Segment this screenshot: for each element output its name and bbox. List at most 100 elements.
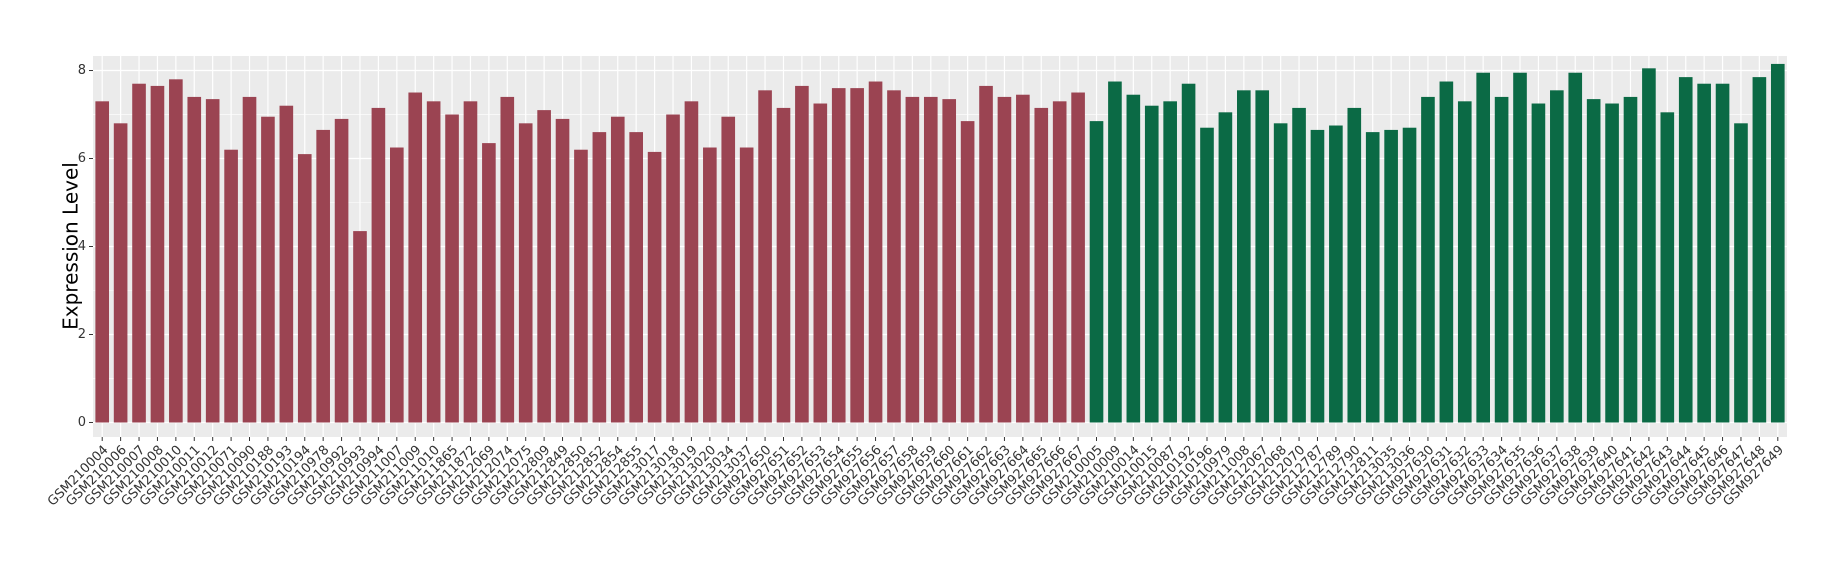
bar [1623,96,1638,423]
y-tick-label: 6 [78,151,86,166]
bar [1439,81,1454,423]
bar [1476,72,1490,423]
bar [1586,99,1601,423]
bar [1494,96,1509,423]
bar [592,132,607,423]
bar [205,99,220,423]
bar [960,121,975,423]
bar [1016,94,1030,423]
bar [1642,68,1656,423]
bar [187,96,202,423]
bar [831,88,846,423]
bar [1347,107,1362,423]
bar [1605,103,1619,423]
bar [979,85,993,423]
bar [1292,107,1306,423]
bar [1273,123,1288,423]
bar [905,96,920,423]
bar [1384,129,1398,423]
bar [868,81,883,423]
bar [1310,129,1325,423]
bar [390,147,404,423]
bar [1568,72,1583,423]
bar [1181,83,1196,423]
y-tick-label: 8 [78,63,86,78]
bar [297,154,312,423]
bar [555,118,570,423]
bar [1052,101,1067,423]
bar [150,85,165,423]
bar [1715,83,1730,423]
bar [1108,81,1122,423]
bar [1660,112,1675,423]
bar [1089,121,1104,423]
bar [463,101,478,423]
bar [703,147,717,423]
bar [684,101,699,423]
bar [1163,101,1177,423]
bar [666,114,680,423]
bar [813,103,828,423]
bar [1770,63,1785,423]
bar [1365,132,1380,423]
bar [316,129,330,423]
bar [113,123,128,423]
bar [1144,105,1159,423]
bar [1255,90,1270,423]
bar [647,151,662,423]
bar [1237,90,1251,423]
bar [132,83,146,423]
bar [500,96,515,423]
bar [334,118,349,423]
bar [1071,92,1085,423]
bar [1421,96,1435,423]
bar [518,123,533,423]
bar [242,96,257,423]
bar [1457,101,1472,423]
y-axis-label: Expression Level [59,162,83,330]
y-tick-label: 0 [78,415,86,430]
bar [1402,127,1417,423]
bar [887,90,901,423]
bar [95,101,110,423]
bar [1697,83,1711,423]
bar [1531,103,1546,423]
bar [610,116,625,423]
bar [850,88,864,423]
bar [1513,72,1527,423]
y-tick-label: 2 [78,327,86,342]
bar [537,110,551,423]
bar [1218,112,1233,423]
bar [923,96,938,423]
bar [758,90,772,423]
bar [776,107,791,423]
bar [1734,123,1748,423]
y-tick-label: 4 [78,239,86,254]
bar [1752,77,1767,423]
bar [482,143,496,423]
bar [408,92,423,423]
bar [721,116,736,423]
bar [261,116,275,423]
bar [353,231,367,423]
bar [279,105,294,423]
bar [1034,107,1049,423]
bar [795,85,809,423]
bar [739,147,754,423]
bar [942,99,957,423]
bar [445,114,459,423]
bar [574,149,588,423]
bar [1126,94,1141,423]
bar [1550,90,1564,423]
bar [629,132,643,423]
bar [224,149,238,423]
bar [169,79,183,423]
bar [371,107,386,423]
bar [426,101,441,423]
bar [1200,127,1214,423]
bar [997,96,1012,423]
bar [1329,125,1343,423]
bar [1678,77,1693,423]
